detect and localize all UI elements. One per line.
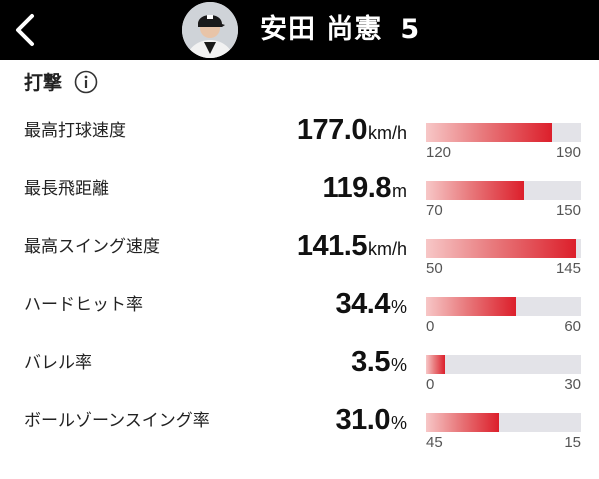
metric-bar-fill — [426, 413, 499, 432]
metric-label: バレル率 — [24, 353, 92, 373]
metric-bar-fill — [426, 297, 516, 316]
scale-max-label: 150 — [555, 202, 581, 219]
metric-number: 31.0 — [335, 404, 391, 436]
scale-max-label: 190 — [555, 144, 581, 161]
section-title: 打撃 — [24, 72, 63, 94]
metric-value: 177.0km/h — [297, 110, 407, 150]
metric-unit: % — [390, 413, 407, 433]
metric-bar-track — [426, 297, 581, 316]
metric-number: 119.8 — [322, 172, 392, 204]
metric-label: 最高スイング速度 — [24, 237, 160, 257]
scale-max-label: 15 — [564, 434, 581, 451]
back-button[interactable] — [10, 12, 40, 48]
scale-max-label: 60 — [564, 318, 581, 335]
player-number: 5 — [400, 14, 421, 45]
metric-value: 141.5km/h — [297, 226, 407, 266]
scale-min-label: 0 — [426, 318, 435, 335]
metric-number: 141.5 — [296, 230, 368, 262]
metric-label: ボールゾーンスイング率 — [24, 411, 210, 431]
chevron-left-icon — [16, 14, 34, 46]
metric-number: 3.5 — [351, 346, 390, 378]
metric-bar-track — [426, 123, 581, 142]
metric-unit: km/h — [367, 239, 407, 259]
scale-min-label: 45 — [426, 434, 443, 451]
player-name-heading: 安田 尚憲 5 — [260, 10, 420, 50]
metric-unit: m — [392, 181, 407, 201]
header-bar: 安田 尚憲 5 — [0, 0, 599, 60]
scale-min-label: 0 — [426, 376, 435, 393]
metric-number: 177.0 — [296, 114, 368, 146]
metric-bar-track — [426, 239, 581, 258]
metric-row-max-exit-velocity: 最高打球速度 177.0km/h 120 190 — [0, 108, 599, 166]
metric-row-hard-hit-rate: ハードヒット率 34.4% 0 60 — [0, 282, 599, 340]
scale-min-label: 70 — [426, 202, 443, 219]
metric-bar-track — [426, 181, 581, 200]
metric-number: 34.4 — [335, 288, 391, 320]
metric-bar-fill — [426, 181, 524, 200]
metric-bar-track — [426, 413, 581, 432]
metric-value: 34.4% — [336, 284, 407, 324]
info-icon[interactable] — [74, 70, 98, 94]
metric-label: 最長飛距離 — [24, 179, 109, 199]
scale-min-label: 120 — [426, 144, 452, 161]
scale-min-label: 50 — [426, 260, 443, 277]
metric-label: 最高打球速度 — [24, 121, 126, 141]
metric-value: 31.0% — [336, 400, 407, 440]
metric-row-longest-distance: 最長飛距離 119.8m 70 150 — [0, 166, 599, 224]
metric-row-chase-rate: ボールゾーンスイング率 31.0% 45 15 — [0, 398, 599, 456]
metric-row-max-swing-speed: 最高スイング速度 141.5km/h 50 145 — [0, 224, 599, 282]
metric-value: 3.5% — [351, 342, 407, 382]
scale-max-label: 145 — [555, 260, 581, 277]
metric-unit: % — [390, 355, 407, 375]
metric-bar-fill — [426, 239, 577, 258]
metric-bar-fill — [426, 355, 445, 374]
metric-row-barrel-rate: バレル率 3.5% 0 30 — [0, 340, 599, 398]
metric-bar-fill — [426, 123, 552, 142]
metric-value: 119.8m — [323, 168, 407, 208]
metric-unit: km/h — [367, 123, 407, 143]
player-name: 安田 尚憲 — [260, 14, 383, 45]
metric-label: ハードヒット率 — [24, 295, 143, 315]
player-avatar — [182, 2, 238, 58]
metric-bar-track — [426, 355, 581, 374]
metric-unit: % — [390, 297, 407, 317]
scale-max-label: 30 — [564, 376, 581, 393]
